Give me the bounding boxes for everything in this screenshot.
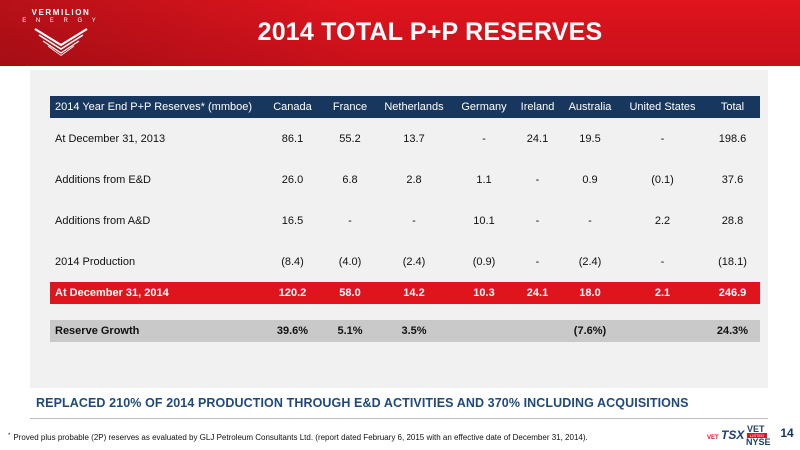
- logo-subtitle: E N E R G Y: [22, 18, 100, 24]
- table-cell: -: [348, 214, 352, 227]
- table-cell: 24.1: [526, 132, 549, 145]
- row-label: At December 31, 2014: [50, 282, 260, 304]
- table-cell: -: [535, 173, 540, 186]
- table-cell: 13.7: [403, 132, 425, 145]
- table-cell: -: [482, 132, 486, 145]
- header-cell: United States: [620, 96, 705, 118]
- table-cell: 55.2: [339, 132, 361, 145]
- table-cell: -: [660, 132, 665, 145]
- table-cell: 0.9: [582, 173, 598, 186]
- header-cell: Australia: [560, 96, 620, 118]
- table-row: Additions from A&D 16.5 - - 10.1 - - 2.2…: [50, 200, 760, 241]
- divider: [30, 418, 768, 419]
- row-label: Additions from A&D: [55, 214, 151, 227]
- table-cell: [620, 320, 705, 342]
- badge-listed: LISTED: [747, 433, 767, 438]
- table-row: At December 31, 2013 86.1 55.2 13.7 - 24…: [50, 118, 760, 159]
- table-cell: 24.3%: [705, 320, 760, 342]
- table-cell: 198.6: [718, 132, 747, 145]
- table-cell: (0.9): [472, 255, 496, 268]
- header-cell: Ireland: [515, 96, 560, 118]
- table-cell: 19.5: [579, 132, 601, 145]
- table-row: 2014 Production (8.4) (4.0) (2.4) (0.9) …: [50, 241, 760, 282]
- table-cell: (2.4): [402, 255, 426, 268]
- total-row: At December 31, 2014 120.2 58.0 14.2 10.…: [50, 282, 760, 304]
- table-cell: -: [660, 255, 665, 268]
- vermilion-chevron-icon: [34, 28, 88, 57]
- table-cell: (8.4): [281, 255, 304, 268]
- table-spacer: [50, 304, 760, 320]
- table-cell: 58.0: [325, 282, 375, 304]
- table-cell: 18.0: [560, 282, 620, 304]
- table-cell: 24.1: [515, 282, 560, 304]
- footnote-text: Proved plus probable (2P) reserves as ev…: [13, 433, 588, 442]
- header-cell: Total: [705, 96, 760, 118]
- header-cell: France: [325, 96, 375, 118]
- row-label: Reserve Growth: [50, 320, 260, 342]
- badge-vet-large: VET: [747, 424, 765, 434]
- company-logo: VERMILION E N E R G Y: [18, 8, 104, 60]
- table-cell: -: [535, 214, 540, 227]
- table-cell: (4.0): [338, 255, 362, 268]
- callout-text: REPLACED 210% OF 2014 PRODUCTION THROUGH…: [36, 396, 689, 410]
- header-band: [0, 0, 800, 66]
- row-label: 2014 Production: [55, 255, 136, 268]
- header-cell: 2014 Year End P+P Reserves* (mmboe): [50, 96, 260, 118]
- table-cell: 16.5: [281, 214, 304, 227]
- exchange-listing-badge: VET TSX VET LISTED NYSE: [707, 424, 777, 448]
- table-cell: -: [412, 214, 416, 227]
- table-cell: 2.1: [620, 282, 705, 304]
- table-cell: 37.6: [721, 173, 744, 186]
- table-cell: -: [588, 214, 592, 227]
- table-row: Additions from E&D 26.0 6.8 2.8 1.1 - 0.…: [50, 159, 760, 200]
- table-cell: 1.1: [476, 173, 492, 186]
- table-cell: 86.1: [281, 132, 304, 145]
- table-cell: 10.1: [473, 214, 495, 227]
- growth-row: Reserve Growth 39.6% 5.1% 3.5% (7.6%) 24…: [50, 320, 760, 342]
- header-cell: Germany: [453, 96, 515, 118]
- table-cell: 120.2: [260, 282, 325, 304]
- table-cell: [453, 320, 515, 342]
- badge-nyse: NYSE: [746, 437, 771, 447]
- header-cell: Canada: [260, 96, 325, 118]
- reserves-table: 2014 Year End P+P Reserves* (mmboe) Cana…: [50, 96, 760, 342]
- table-cell: 246.9: [705, 282, 760, 304]
- table-cell: (2.4): [578, 255, 602, 268]
- header-cell: Netherlands: [375, 96, 453, 118]
- table-cell: (18.1): [718, 255, 747, 268]
- footnote: * Proved plus probable (2P) reserves as e…: [8, 433, 698, 442]
- slide-title: 2014 TOTAL P+P RESERVES: [257, 18, 603, 46]
- row-label: Additions from E&D: [55, 173, 151, 186]
- table-cell: 2.8: [406, 173, 422, 186]
- table-cell: 10.3: [453, 282, 515, 304]
- table-cell: 28.8: [721, 214, 744, 227]
- badge-tsx: TSX: [721, 428, 745, 442]
- logo-name: VERMILION: [31, 8, 91, 17]
- header-shade: [0, 0, 800, 66]
- table-cell: 3.5%: [375, 320, 453, 342]
- table-cell: (0.1): [651, 173, 674, 186]
- table-cell: -: [535, 255, 540, 268]
- table-cell: 2.2: [654, 214, 671, 227]
- table-cell: 6.8: [342, 173, 358, 186]
- table-cell: 5.1%: [325, 320, 375, 342]
- badge-vet-small: VET: [707, 435, 719, 441]
- footnote-marker: *: [8, 433, 11, 439]
- row-label: At December 31, 2013: [55, 132, 166, 145]
- table-cell: 39.6%: [260, 320, 325, 342]
- page-number: 14: [780, 426, 794, 440]
- table-header-row: 2014 Year End P+P Reserves* (mmboe) Cana…: [50, 96, 760, 118]
- table-cell: [515, 320, 560, 342]
- table-cell: 14.2: [375, 282, 453, 304]
- table-cell: 26.0: [281, 173, 304, 186]
- spacer-cell: [50, 304, 760, 320]
- table-cell: (7.6%): [560, 320, 620, 342]
